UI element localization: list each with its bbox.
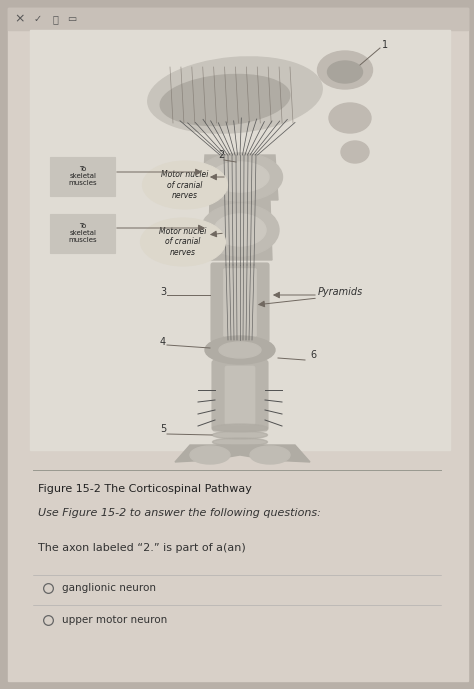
Text: Use Figure 15-2 to answer the following questions:: Use Figure 15-2 to answer the following … — [38, 508, 321, 518]
Text: upper motor neuron: upper motor neuron — [62, 615, 167, 625]
Polygon shape — [202, 155, 278, 200]
Ellipse shape — [160, 74, 290, 125]
FancyBboxPatch shape — [225, 366, 255, 425]
FancyBboxPatch shape — [211, 263, 269, 342]
Bar — [30, 30, 450, 450]
Ellipse shape — [212, 424, 267, 432]
Text: ⓘ: ⓘ — [52, 14, 58, 24]
Ellipse shape — [328, 61, 363, 83]
Text: The axon labeled “2.” is part of a(an): The axon labeled “2.” is part of a(an) — [38, 543, 246, 553]
Polygon shape — [175, 445, 310, 462]
FancyBboxPatch shape — [51, 156, 116, 196]
Ellipse shape — [219, 342, 261, 358]
Ellipse shape — [214, 214, 266, 246]
Text: 6: 6 — [310, 350, 316, 360]
Ellipse shape — [211, 162, 269, 192]
Text: 1: 1 — [382, 40, 388, 50]
Ellipse shape — [140, 218, 226, 266]
Ellipse shape — [212, 431, 267, 439]
Ellipse shape — [341, 141, 369, 163]
Text: Motor nuclei
of cranial
nerves: Motor nuclei of cranial nerves — [161, 170, 209, 200]
Ellipse shape — [212, 438, 267, 446]
Text: Pyramids: Pyramids — [318, 287, 363, 297]
Ellipse shape — [250, 446, 290, 464]
Ellipse shape — [148, 57, 322, 133]
Text: ▭: ▭ — [67, 14, 77, 24]
Text: To
skeletal
muscles: To skeletal muscles — [69, 223, 97, 243]
Text: Figure 15-2 The Corticospinal Pathway: Figure 15-2 The Corticospinal Pathway — [38, 484, 252, 494]
Ellipse shape — [198, 153, 283, 201]
Ellipse shape — [329, 103, 371, 133]
Text: ×: × — [15, 12, 25, 25]
Text: ganglionic neuron: ganglionic neuron — [62, 583, 156, 593]
Polygon shape — [208, 200, 272, 260]
Ellipse shape — [143, 161, 228, 209]
Ellipse shape — [205, 336, 275, 364]
Text: ✓: ✓ — [34, 14, 42, 24]
Text: 5: 5 — [160, 424, 166, 434]
Ellipse shape — [318, 51, 373, 89]
Text: 3: 3 — [160, 287, 166, 297]
FancyBboxPatch shape — [51, 214, 116, 252]
Text: 2: 2 — [218, 150, 224, 160]
Text: To
skeletal
muscles: To skeletal muscles — [69, 166, 97, 186]
FancyBboxPatch shape — [224, 269, 256, 336]
Ellipse shape — [190, 446, 230, 464]
Bar — [8, 8, 468, 30]
Text: Motor nuclei
of cranial
nerves: Motor nuclei of cranial nerves — [159, 227, 207, 257]
FancyBboxPatch shape — [212, 360, 268, 431]
Text: 4: 4 — [160, 337, 166, 347]
Ellipse shape — [201, 204, 279, 256]
